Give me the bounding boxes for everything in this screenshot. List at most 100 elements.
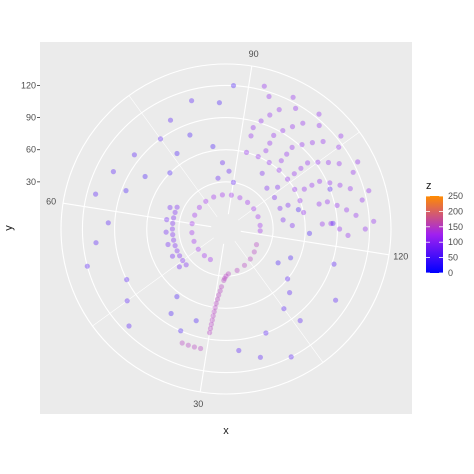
- data-point: [223, 273, 229, 279]
- data-point: [290, 94, 296, 100]
- data-point: [195, 246, 201, 252]
- major-spoke: [227, 65, 253, 215]
- data-point: [337, 226, 343, 232]
- data-point: [93, 240, 99, 246]
- data-point: [299, 142, 305, 148]
- data-point: [167, 204, 173, 211]
- data-point: [215, 175, 221, 181]
- data-point: [189, 98, 195, 104]
- data-point: [301, 209, 307, 216]
- data-point: [320, 138, 326, 145]
- radial-gridline: [114, 117, 338, 341]
- data-point: [248, 133, 254, 139]
- data-point: [333, 297, 339, 303]
- data-point: [285, 176, 291, 182]
- data-point: [198, 345, 204, 352]
- data-point: [191, 238, 197, 244]
- legend-tick-label: 0: [448, 268, 453, 278]
- major-spoke: [240, 230, 390, 256]
- data-point: [193, 318, 199, 324]
- data-point: [164, 217, 170, 223]
- data-point: [250, 125, 256, 131]
- data-point: [211, 194, 217, 200]
- data-point: [124, 277, 130, 283]
- data-point: [271, 194, 278, 201]
- legend-tick-label: 50: [448, 253, 458, 263]
- data-point: [247, 256, 253, 262]
- data-point: [289, 124, 296, 130]
- data-point: [84, 263, 90, 269]
- data-point: [221, 277, 227, 283]
- data-point: [230, 83, 237, 89]
- data-point: [292, 186, 298, 192]
- data-point: [208, 321, 214, 327]
- point-layer: [84, 83, 377, 360]
- legend-tick-label: 100: [448, 237, 463, 247]
- color-legend: z 0 50 100 150 200 250: [426, 180, 463, 278]
- data-point: [241, 262, 248, 268]
- data-point: [126, 323, 132, 329]
- data-point: [263, 148, 269, 154]
- panel-background: [40, 42, 412, 414]
- data-point: [179, 340, 185, 346]
- legend-tick-label: 200: [448, 206, 463, 216]
- data-point: [172, 243, 178, 249]
- data-point: [266, 159, 272, 166]
- data-point: [278, 158, 284, 164]
- data-point: [251, 206, 257, 212]
- data-point: [306, 230, 313, 236]
- radial-tick-label: 60: [26, 145, 36, 155]
- data-point: [178, 328, 184, 334]
- data-point: [353, 212, 359, 218]
- data-point: [291, 171, 297, 177]
- data-point: [255, 214, 261, 220]
- data-point: [324, 199, 330, 205]
- data-point: [328, 220, 334, 227]
- data-point: [196, 204, 202, 210]
- data-point: [257, 354, 263, 360]
- data-point: [185, 342, 191, 348]
- data-point: [168, 310, 174, 317]
- data-point: [167, 117, 174, 123]
- data-point: [177, 253, 183, 259]
- data-point: [201, 253, 207, 259]
- radial-tick-label: 30: [26, 177, 36, 187]
- data-point: [174, 294, 180, 300]
- data-point: [189, 230, 195, 236]
- data-point: [258, 118, 264, 124]
- data-point: [189, 221, 195, 227]
- data-point: [207, 256, 213, 263]
- data-point: [209, 317, 215, 323]
- legend-ticks: 0 50 100 150 200 250: [426, 191, 463, 278]
- data-point: [174, 150, 180, 157]
- minor-spoke: [234, 240, 324, 363]
- data-point: [171, 215, 177, 221]
- data-point: [276, 167, 282, 173]
- data-point: [331, 261, 337, 267]
- data-point: [251, 249, 257, 255]
- data-point: [280, 128, 286, 134]
- data-point: [230, 179, 236, 185]
- data-point: [280, 217, 286, 223]
- data-point: [236, 347, 242, 354]
- major-spoke: [62, 202, 212, 228]
- data-point: [297, 198, 303, 204]
- data-point: [316, 201, 322, 207]
- data-point: [362, 226, 368, 232]
- data-point: [217, 288, 223, 294]
- data-point: [216, 100, 222, 106]
- data-point: [336, 161, 342, 167]
- data-point: [325, 159, 331, 166]
- data-point: [207, 325, 214, 332]
- data-point: [366, 188, 372, 194]
- data-point: [295, 207, 301, 213]
- radial-gridline: [146, 149, 306, 309]
- radial-tick-label: 120: [21, 80, 36, 90]
- major-spoke: [199, 243, 225, 393]
- legend-colorbar: [426, 196, 443, 273]
- data-point: [131, 152, 137, 158]
- data-point: [359, 197, 365, 203]
- data-point: [257, 228, 263, 234]
- data-point: [338, 133, 344, 139]
- data-point: [305, 160, 311, 166]
